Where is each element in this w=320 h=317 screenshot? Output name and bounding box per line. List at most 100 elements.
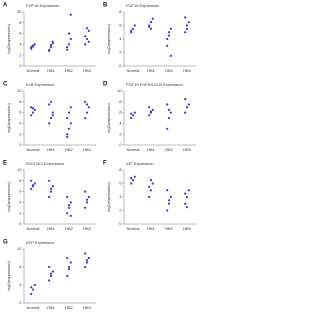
panel-label: A — [3, 3, 8, 9]
data-point — [148, 195, 151, 199]
data-point — [67, 43, 71, 46]
x-tick-label: Normal — [27, 226, 40, 231]
y-tick-label: 6 — [19, 110, 22, 115]
data-point — [31, 184, 35, 187]
x-tick-label: HB1 — [147, 68, 156, 73]
y-tick-label: 8 — [119, 167, 122, 172]
data-point — [67, 32, 71, 35]
data-point — [66, 135, 69, 138]
data-point — [131, 27, 135, 30]
data-point — [69, 201, 72, 204]
panel-label: D — [103, 82, 108, 88]
data-point — [167, 202, 171, 205]
data-point — [149, 110, 153, 113]
data-point — [84, 43, 87, 46]
data-point — [131, 114, 135, 117]
data-point — [31, 288, 35, 291]
data-point — [87, 106, 90, 109]
data-point — [84, 190, 87, 193]
data-point — [85, 37, 89, 41]
x-tick-label: HB2 — [165, 226, 174, 231]
data-point — [87, 195, 90, 199]
y-tick-label: 6 — [119, 181, 122, 186]
x-tick-label: HB1 — [47, 147, 56, 152]
data-point — [130, 112, 133, 115]
data-point — [49, 274, 53, 278]
data-point — [167, 108, 171, 111]
data-point — [148, 106, 151, 109]
data-point — [169, 111, 172, 114]
data-point — [185, 24, 189, 27]
panel-label: G — [3, 240, 8, 246]
y-axis-label: log2(expression) — [6, 24, 11, 54]
y-tick-label: 6 — [119, 23, 122, 28]
data-point — [30, 46, 33, 49]
data-point — [184, 192, 187, 195]
data-point — [69, 13, 72, 16]
panel-title: SULT1E1 Expression — [26, 161, 64, 166]
y-tick-label: 8 — [19, 20, 22, 25]
data-point — [30, 179, 33, 182]
data-point — [48, 103, 51, 106]
x-tick-label: Normal — [127, 68, 140, 73]
x-tick-label: HB3 — [83, 68, 92, 73]
data-point — [49, 43, 53, 47]
data-point — [66, 274, 69, 278]
y-tick-label: 2 — [119, 131, 122, 136]
panel-label: F — [103, 161, 107, 167]
data-point — [48, 195, 51, 199]
data-point — [66, 46, 69, 49]
data-point — [48, 122, 51, 125]
panel-title: FGF19-FGFR4-KLB Expression — [126, 82, 183, 87]
data-point — [84, 35, 87, 38]
panel-title: AFP Expression — [26, 240, 55, 245]
data-point — [66, 116, 69, 120]
y-tick-label: 6 — [19, 31, 22, 36]
y-tick-label: 8 — [119, 99, 122, 104]
data-point — [30, 292, 33, 296]
data-point — [130, 182, 133, 185]
data-point — [49, 187, 53, 190]
data-point — [30, 286, 33, 289]
data-point — [87, 29, 90, 32]
data-point — [149, 27, 153, 30]
data-point — [48, 265, 51, 269]
data-point — [130, 29, 133, 32]
y-tick-label: 4 — [19, 199, 22, 204]
data-point — [33, 283, 36, 287]
data-point — [67, 204, 71, 207]
x-tick-label: HB2 — [65, 305, 74, 310]
data-point — [84, 252, 87, 255]
x-tick-label: HB3 — [83, 226, 92, 231]
data-point — [69, 106, 72, 109]
data-point — [67, 206, 71, 209]
x-tick-label: HB2 — [165, 68, 174, 73]
data-point — [184, 202, 187, 205]
data-point — [166, 44, 169, 47]
data-point — [166, 189, 169, 192]
data-point — [31, 111, 35, 114]
data-point — [184, 16, 187, 19]
data-point — [148, 185, 151, 188]
panel-label: C — [3, 82, 8, 88]
y-tick-label: 2 — [19, 210, 22, 215]
data-point — [133, 175, 136, 178]
data-point — [84, 116, 87, 120]
x-tick-label: HB1 — [47, 68, 56, 73]
x-tick-label: HB2 — [65, 68, 74, 73]
panel-title: IGF Expression — [126, 161, 154, 166]
data-point — [66, 133, 69, 136]
y-tick-label: 10 — [17, 167, 22, 172]
data-point — [169, 27, 172, 30]
y-tick-label: 0 — [119, 63, 122, 68]
data-point — [51, 42, 54, 45]
y-axis-label: log2(expression) — [6, 182, 11, 212]
y-tick-label: 4 — [119, 120, 122, 125]
data-point — [69, 122, 72, 125]
data-point — [166, 37, 169, 41]
x-tick-label: HB3 — [183, 68, 192, 73]
data-point — [67, 111, 71, 114]
data-point — [85, 103, 89, 106]
y-tick-label: 8 — [119, 9, 122, 14]
data-point — [85, 201, 89, 204]
